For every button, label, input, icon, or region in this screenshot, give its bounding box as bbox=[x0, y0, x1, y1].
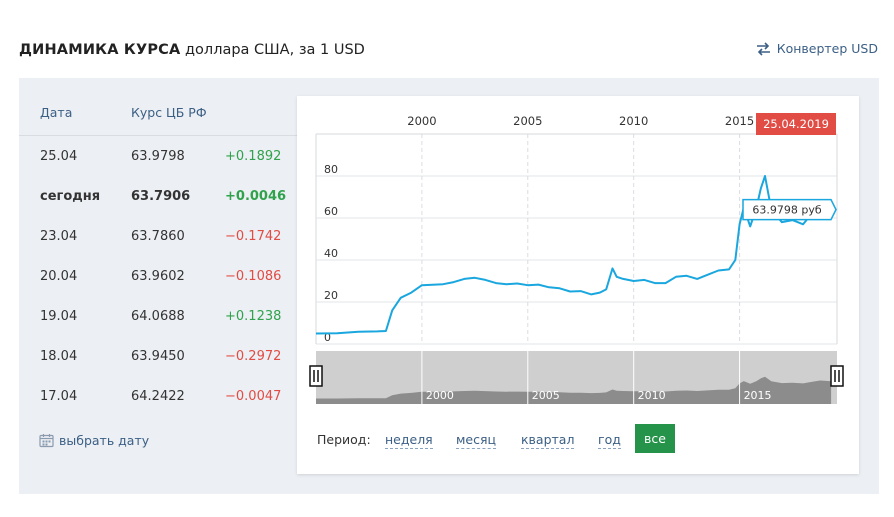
title-rest: доллара США, за 1 USD bbox=[180, 42, 365, 58]
row-change: −0.1086 bbox=[225, 269, 282, 284]
table-row: 25.04 63.9798 +0.1892 bbox=[19, 136, 325, 176]
date-badge-label: 25.04.2019 bbox=[763, 117, 829, 131]
title-bold: ДИНАМИКА КУРСА bbox=[19, 42, 181, 58]
navigator-area bbox=[316, 376, 832, 404]
chart-card: 0 20 40 60 80 2000 2005 2010 2015 25.04.2019 63.97… bbox=[297, 96, 859, 474]
y-tick-label: 80 bbox=[324, 163, 338, 176]
date-badge bbox=[756, 113, 836, 135]
table-header: Дата Курс ЦБ РФ bbox=[19, 78, 325, 136]
pick-date-label: выбрать дату bbox=[59, 433, 150, 448]
navigator-right-handle[interactable] bbox=[830, 365, 844, 387]
y-tick-label: 0 bbox=[324, 331, 331, 344]
row-change: +0.0046 bbox=[225, 189, 287, 204]
navigator-tick-label: 2005 bbox=[532, 389, 560, 402]
y-tick-label: 40 bbox=[324, 247, 338, 260]
column-rate: Курс ЦБ РФ bbox=[131, 105, 207, 120]
converter-label: Конвертер USD bbox=[776, 41, 878, 56]
row-date: 18.04 bbox=[40, 349, 78, 364]
table-row: сегодня 63.7906 +0.0046 bbox=[19, 176, 325, 216]
rate-chart[interactable]: 0 20 40 60 80 2000 2005 2010 2015 25.04.2019 63.97… bbox=[297, 96, 859, 416]
row-rate: 63.9450 bbox=[131, 349, 185, 364]
calendar-icon bbox=[39, 434, 54, 448]
navigator-tick-label: 2010 bbox=[638, 389, 666, 402]
x-tick-label: 2000 bbox=[407, 114, 436, 128]
series-line bbox=[315, 175, 832, 335]
tooltip-label: 63.9798 руб bbox=[752, 204, 821, 217]
rate-panel: Дата Курс ЦБ РФ 25.04 63.9798 +0.1892 сегод… bbox=[19, 78, 879, 494]
swap-arrows-icon bbox=[756, 41, 770, 56]
row-change: +0.1238 bbox=[225, 309, 282, 324]
pick-date-link[interactable]: выбрать дату bbox=[39, 433, 149, 448]
x-tick-label: 2015 bbox=[725, 114, 754, 128]
period-week-link[interactable]: неделя bbox=[385, 432, 433, 449]
period-all-button[interactable]: все bbox=[635, 424, 675, 453]
row-change: −0.1742 bbox=[225, 229, 282, 244]
row-date: 23.04 bbox=[40, 229, 78, 244]
row-rate: 63.7860 bbox=[131, 229, 185, 244]
row-rate: 63.9602 bbox=[131, 269, 185, 284]
row-change: +0.1892 bbox=[225, 149, 282, 164]
navigator-left-handle[interactable] bbox=[309, 365, 323, 387]
row-date: 20.04 bbox=[40, 269, 78, 284]
row-date: 19.04 bbox=[40, 309, 78, 324]
table-row: 18.04 63.9450 −0.2972 bbox=[19, 336, 325, 376]
row-rate: 64.2422 bbox=[131, 389, 185, 404]
table-row: 19.04 64.0688 +0.1238 bbox=[19, 296, 325, 336]
navigator-tick-label: 2015 bbox=[744, 389, 772, 402]
x-tick-label: 2010 bbox=[619, 114, 648, 128]
row-rate: 63.9798 bbox=[131, 149, 185, 164]
row-date: 25.04 bbox=[40, 149, 78, 164]
period-label: Период: bbox=[317, 432, 371, 447]
table-row: 23.04 63.7860 −0.1742 bbox=[19, 216, 325, 256]
period-quarter-link[interactable]: квартал bbox=[521, 432, 575, 449]
converter-link[interactable]: Конвертер USD bbox=[756, 41, 878, 56]
y-tick-label: 20 bbox=[324, 289, 338, 302]
row-change: −0.0047 bbox=[225, 389, 282, 404]
row-change: −0.2972 bbox=[225, 349, 282, 364]
period-year-link[interactable]: год bbox=[598, 432, 621, 449]
navigator-tick-label: 2000 bbox=[426, 389, 454, 402]
row-date: 17.04 bbox=[40, 389, 78, 404]
page-title: ДИНАМИКА КУРСА доллара США, за 1 USD bbox=[19, 42, 365, 58]
column-date: Дата bbox=[40, 105, 73, 120]
row-rate: 63.7906 bbox=[131, 189, 191, 204]
x-tick-label: 2005 bbox=[513, 114, 542, 128]
value-tooltip bbox=[742, 198, 837, 221]
table-row: 17.04 64.2422 −0.0047 bbox=[19, 376, 325, 416]
table-row: 20.04 63.9602 −0.1086 bbox=[19, 256, 325, 296]
row-date: сегодня bbox=[40, 189, 101, 204]
period-month-link[interactable]: месяц bbox=[456, 432, 497, 449]
row-rate: 64.0688 bbox=[131, 309, 185, 324]
y-tick-label: 60 bbox=[324, 205, 338, 218]
